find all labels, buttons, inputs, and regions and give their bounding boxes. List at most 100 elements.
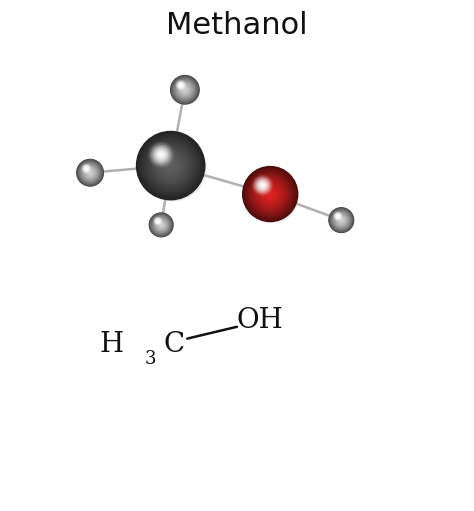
- Circle shape: [167, 162, 174, 169]
- Circle shape: [179, 84, 191, 96]
- Circle shape: [180, 84, 190, 95]
- Circle shape: [78, 161, 102, 184]
- Circle shape: [341, 220, 342, 221]
- Circle shape: [151, 215, 171, 235]
- Circle shape: [334, 212, 342, 220]
- Circle shape: [80, 162, 100, 183]
- Circle shape: [340, 219, 343, 221]
- Circle shape: [164, 159, 177, 172]
- Circle shape: [258, 181, 266, 189]
- Circle shape: [154, 149, 188, 182]
- Circle shape: [79, 161, 101, 184]
- Circle shape: [178, 83, 192, 97]
- Circle shape: [337, 215, 346, 225]
- Circle shape: [264, 189, 276, 200]
- Circle shape: [154, 218, 168, 232]
- Circle shape: [176, 81, 194, 99]
- Circle shape: [261, 185, 279, 203]
- Circle shape: [256, 179, 269, 192]
- Circle shape: [184, 89, 186, 91]
- Circle shape: [82, 165, 99, 181]
- Circle shape: [268, 192, 272, 196]
- Circle shape: [335, 213, 341, 219]
- Circle shape: [156, 150, 166, 159]
- Circle shape: [336, 215, 346, 225]
- Circle shape: [336, 214, 340, 219]
- Circle shape: [82, 164, 91, 173]
- Circle shape: [153, 147, 189, 184]
- Circle shape: [148, 142, 174, 168]
- Circle shape: [178, 83, 191, 97]
- Circle shape: [155, 218, 161, 224]
- Circle shape: [173, 78, 197, 102]
- Circle shape: [247, 171, 293, 217]
- Circle shape: [77, 160, 103, 185]
- Circle shape: [155, 148, 168, 161]
- Circle shape: [152, 215, 171, 235]
- Circle shape: [337, 216, 346, 225]
- Circle shape: [336, 215, 347, 226]
- Circle shape: [151, 145, 171, 165]
- Circle shape: [173, 78, 197, 102]
- Circle shape: [157, 221, 165, 229]
- Circle shape: [246, 170, 294, 218]
- Circle shape: [142, 137, 199, 194]
- Circle shape: [330, 209, 352, 231]
- Circle shape: [331, 210, 352, 230]
- Text: H: H: [100, 331, 124, 358]
- Circle shape: [255, 178, 286, 210]
- Circle shape: [332, 211, 351, 229]
- Circle shape: [252, 176, 289, 213]
- Circle shape: [262, 186, 278, 202]
- Circle shape: [166, 161, 175, 170]
- Circle shape: [267, 191, 273, 197]
- Circle shape: [256, 180, 284, 208]
- Text: VectorStock.com/4007140: VectorStock.com/4007140: [294, 491, 460, 503]
- Circle shape: [149, 144, 192, 187]
- Circle shape: [259, 183, 281, 205]
- Circle shape: [180, 85, 190, 95]
- Circle shape: [81, 164, 100, 182]
- Circle shape: [157, 220, 159, 222]
- Circle shape: [161, 224, 162, 225]
- Circle shape: [162, 156, 180, 175]
- Circle shape: [154, 217, 169, 233]
- Circle shape: [78, 160, 102, 185]
- Circle shape: [81, 164, 99, 181]
- Circle shape: [254, 177, 287, 211]
- Circle shape: [159, 154, 182, 177]
- Circle shape: [250, 174, 291, 214]
- Circle shape: [83, 166, 97, 180]
- Circle shape: [182, 86, 188, 93]
- Circle shape: [153, 217, 169, 233]
- Circle shape: [257, 180, 268, 191]
- Circle shape: [165, 160, 176, 171]
- Circle shape: [155, 150, 187, 181]
- Circle shape: [159, 153, 163, 156]
- Circle shape: [160, 224, 162, 226]
- Text: C: C: [164, 331, 185, 358]
- Circle shape: [253, 176, 272, 194]
- Circle shape: [155, 219, 167, 231]
- Circle shape: [330, 210, 354, 233]
- Circle shape: [153, 147, 169, 163]
- Circle shape: [146, 141, 196, 191]
- Circle shape: [156, 220, 166, 230]
- Circle shape: [330, 208, 353, 231]
- Circle shape: [156, 220, 166, 229]
- Circle shape: [87, 170, 93, 175]
- Circle shape: [173, 78, 196, 101]
- Circle shape: [184, 89, 185, 90]
- Circle shape: [160, 155, 181, 176]
- Circle shape: [159, 222, 164, 227]
- Text: 3: 3: [145, 350, 156, 368]
- Circle shape: [151, 215, 173, 237]
- Circle shape: [155, 219, 167, 231]
- Circle shape: [249, 173, 291, 215]
- Circle shape: [159, 223, 163, 227]
- Circle shape: [180, 84, 182, 86]
- Circle shape: [157, 221, 165, 228]
- Circle shape: [251, 175, 290, 213]
- Circle shape: [172, 77, 198, 103]
- Circle shape: [88, 171, 92, 174]
